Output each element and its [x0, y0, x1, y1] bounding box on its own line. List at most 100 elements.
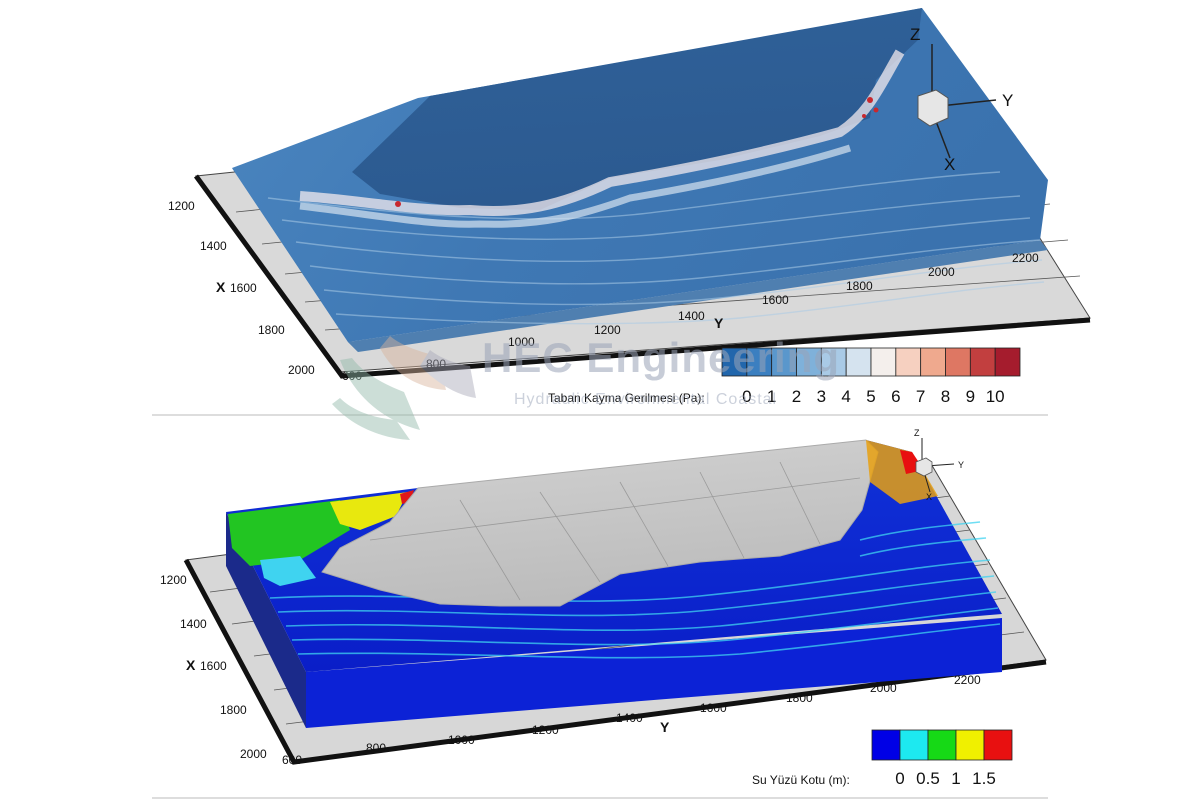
bottom-box-front [306, 618, 1002, 728]
bottom-y-tick: 1800 [786, 691, 813, 705]
top-triad-z: Z [910, 25, 920, 44]
bottom-x-axis-name: X [186, 657, 196, 673]
bottom-y-tick: 1000 [448, 733, 475, 747]
bottom-legend-tick: 1 [951, 769, 960, 788]
top-legend-swatch [945, 347, 971, 377]
bottom-x-tick: 1200 [160, 573, 187, 587]
bottom-frame-edge [183, 558, 1047, 765]
top-y-axis-name: Y [714, 315, 724, 331]
bottom-land-grid [369, 461, 861, 601]
top-box-front [348, 240, 1048, 352]
top-contour-bands [267, 171, 1045, 325]
bottom-colorbar: 0 0.5 1 1.5 Su Yüzü Kotu (m): [752, 729, 1013, 788]
bottom-y-tick: 1200 [532, 723, 559, 737]
bottom-y-tick: 2200 [954, 673, 981, 687]
bottom-legend-swatch [955, 729, 985, 761]
top-legend-swatch [920, 347, 946, 377]
top-legend-tick: 7 [916, 387, 925, 406]
top-x-tick: 1800 [258, 323, 285, 337]
top-legend-tick: 1 [767, 387, 776, 406]
bottom-right-color-zone [866, 440, 938, 504]
bottom-yellow-zone [330, 492, 408, 530]
bottom-box-side [226, 512, 306, 728]
top-y-tick: 600 [342, 369, 362, 383]
bottom-triad-x: X [926, 492, 932, 502]
top-legend-tick: 2 [792, 387, 801, 406]
bottom-y-tick: 800 [366, 741, 386, 755]
top-x-tick: 1400 [200, 239, 227, 253]
top-legend-swatch [895, 347, 922, 377]
top-triad-x: X [944, 155, 955, 174]
top-x-axis-name: X [216, 279, 226, 295]
top-red-hotspots [395, 97, 879, 207]
bottom-legend-swatch [899, 729, 929, 761]
watermark-grid-mark [332, 336, 476, 440]
top-triad-y: Y [1002, 91, 1013, 110]
bottom-y-axis-name: Y [660, 719, 670, 735]
top-y-tick: 1000 [508, 335, 535, 349]
top-legend-swatch [796, 347, 822, 377]
bottom-legend-title: Su Yüzü Kotu (m): [752, 773, 850, 787]
watermark-title: HEC Engineering [482, 334, 840, 381]
top-legend-swatch [845, 347, 872, 377]
top-legend-swatch [994, 347, 1021, 377]
top-legend-swatch [969, 347, 996, 377]
bottom-legend-swatch [983, 729, 1013, 761]
bottom-triad-z: Z [914, 428, 920, 438]
top-legend-swatch [771, 347, 797, 377]
top-y-tick: 1200 [594, 323, 621, 337]
top-shoreline-stress-inner [299, 144, 852, 228]
bottom-green-zone [228, 500, 350, 566]
top-shoreline-stress [299, 49, 905, 216]
top-panel: 1200 1400 1600 1800 2000 X 600 800 1000 … [168, 8, 1091, 406]
top-x-tick: 2000 [288, 363, 315, 377]
bottom-x-tick: 1400 [180, 617, 207, 631]
bottom-legend-swatch [871, 729, 901, 761]
top-legend-tick: 4 [841, 387, 850, 406]
top-colorbar: 0 1 2 3 4 5 6 7 8 9 10 Taban Kayma Gerilmesi (Pa): [548, 347, 1021, 406]
top-y-tick: 2200 [1012, 251, 1039, 265]
bottom-panel: 1200 1400 1600 1800 2000 X 600 800 1000 … [160, 428, 1047, 788]
top-legend-tick: 6 [891, 387, 900, 406]
watermark-logo: HEC Engineering Hydraulic Environmental … [332, 334, 840, 440]
top-y-tick: 1400 [678, 309, 705, 323]
bottom-y-tick: 1400 [616, 711, 643, 725]
bottom-y-ticks: 600 800 1000 1200 1400 1600 1800 2000 22… [282, 673, 981, 767]
top-y-ticks: 600 800 1000 1200 1400 1600 1800 2000 22… [342, 251, 1039, 383]
bottom-x-ticks: 1200 1400 1600 1800 2000 [160, 573, 267, 761]
bottom-x-tick: 2000 [240, 747, 267, 761]
top-y-tick: 1600 [762, 293, 789, 307]
bottom-legend-tick: 0 [895, 769, 904, 788]
top-x-tick: 1200 [168, 199, 195, 213]
bottom-legend-swatch [927, 729, 957, 761]
top-legend-swatch [870, 347, 897, 377]
top-legend-swatch [746, 347, 773, 377]
top-legend-tick: 5 [866, 387, 875, 406]
top-axis-triad: Z Y X [910, 25, 1013, 174]
bottom-y-tick: 600 [282, 753, 302, 767]
bottom-contour-stripes [269, 521, 1001, 659]
top-legend-tick: 3 [817, 387, 826, 406]
bottom-legend-tick: 0.5 [916, 769, 940, 788]
top-frame-edge [193, 174, 1091, 379]
top-legend-swatch [721, 347, 748, 377]
bottom-x-tick: 1600 [200, 659, 227, 673]
top-x-ticks: 1200 1400 1600 1800 2000 [168, 199, 315, 377]
watermark-subtitle: Hydraulic Environmental Coastal [514, 391, 777, 408]
bottom-axis-triad: Z Y X [914, 428, 964, 502]
top-land-plateau [352, 8, 922, 210]
bottom-y-tick: 2000 [870, 681, 897, 695]
top-legend-tick: 10 [986, 387, 1005, 406]
top-legend-tick: 8 [941, 387, 950, 406]
bottom-y-tick: 1600 [700, 701, 727, 715]
top-legend-tick: 9 [966, 387, 975, 406]
bottom-cyan-zone [260, 556, 316, 586]
top-y-tick: 1800 [846, 279, 873, 293]
top-legend-tick: 0 [742, 387, 751, 406]
top-y-tick: 2000 [928, 265, 955, 279]
bottom-x-tick: 1800 [220, 703, 247, 717]
top-y-tick: 800 [426, 357, 446, 371]
bottom-triad-y: Y [958, 460, 964, 470]
top-x-tick: 1600 [230, 281, 257, 295]
